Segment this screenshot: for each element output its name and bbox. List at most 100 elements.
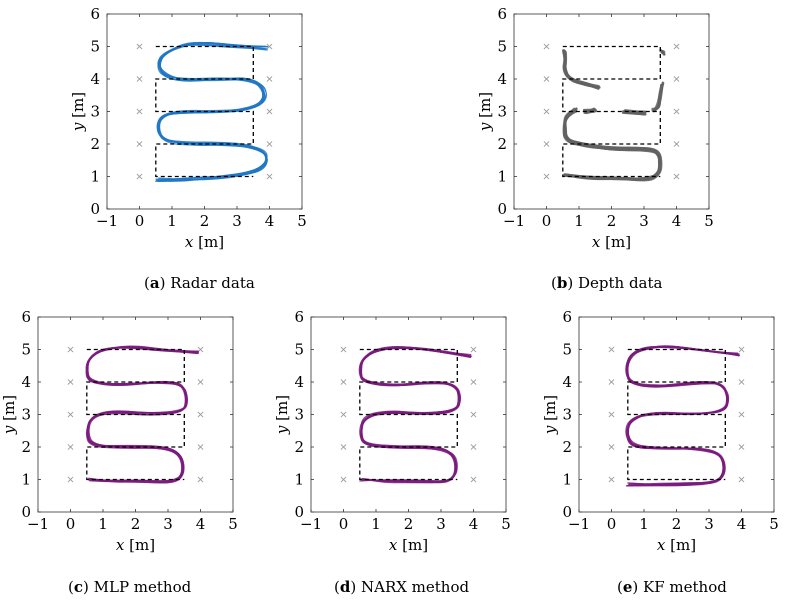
anchor-marker <box>197 411 204 418</box>
anchor-marker <box>470 379 477 385</box>
x-tick-label: 3 <box>232 212 242 230</box>
y-tick-label: 6 <box>562 308 572 326</box>
y-tick-label: 3 <box>497 103 507 121</box>
y-tick-label: 5 <box>294 341 304 359</box>
y-axis-label: y [m] <box>541 395 559 435</box>
x-tick-label: 2 <box>200 212 210 230</box>
x-tick-label: −1 <box>568 515 590 533</box>
caption-d-text: NARX method <box>360 578 470 596</box>
anchor-marker <box>136 43 143 50</box>
anchor-marker <box>67 476 74 483</box>
y-tick-label: 5 <box>21 341 31 359</box>
reference-path <box>155 45 254 178</box>
anchor-marker <box>67 444 74 450</box>
trajectory-line <box>627 346 739 486</box>
y-axis-label: y [m] <box>0 395 18 435</box>
caption-a-letter: a <box>149 274 160 292</box>
anchor-marker <box>470 411 477 418</box>
x-tick-label: 0 <box>66 515 76 533</box>
caption-b: (b) Depth data <box>551 274 663 292</box>
anchor-marker <box>543 141 550 147</box>
y-tick-label: 3 <box>90 103 100 121</box>
x-tick-label: 3 <box>704 515 714 533</box>
anchor-marker <box>136 141 143 147</box>
anchor-marker <box>608 444 615 450</box>
y-tick-label: 2 <box>562 438 572 456</box>
anchor-marker <box>543 43 550 50</box>
anchor-marker <box>673 141 680 147</box>
x-tick-label: 0 <box>607 515 617 533</box>
caption-d-letter: d <box>339 578 351 596</box>
anchor-marker <box>738 476 745 483</box>
x-tick-label: 4 <box>672 212 682 230</box>
anchor-marker <box>197 476 204 483</box>
y-tick-label: 0 <box>294 503 304 521</box>
x-tick-label: 5 <box>501 515 511 533</box>
y-tick-label: 1 <box>562 471 572 489</box>
x-axis-label: x [m] <box>657 536 696 554</box>
caption-e-text: KF method <box>643 578 727 596</box>
trajectory-line <box>86 346 199 482</box>
x-axis-label: x [m] <box>592 233 631 251</box>
x-axis-label: x [m] <box>389 536 428 554</box>
x-tick-label: −1 <box>96 212 118 230</box>
anchor-marker <box>136 108 143 115</box>
y-tick-label: 5 <box>562 341 572 359</box>
x-tick-label: −1 <box>27 515 49 533</box>
caption-a: (a) Radar data <box>144 274 255 292</box>
caption-e: (e) KF method <box>617 578 727 596</box>
reference-path <box>562 45 661 178</box>
y-tick-label: 0 <box>562 503 572 521</box>
y-tick-label: 0 <box>497 200 507 218</box>
y-tick-label: 4 <box>497 70 507 88</box>
y-tick-label: 6 <box>21 308 31 326</box>
x-tick-label: 4 <box>265 212 275 230</box>
x-tick-label: 5 <box>297 212 307 230</box>
y-axis-label: y [m] <box>273 395 291 435</box>
x-tick-label: 1 <box>639 515 649 533</box>
anchor-marker <box>608 379 615 385</box>
y-tick-label: 3 <box>21 406 31 424</box>
caption-b-letter: b <box>556 274 568 292</box>
anchor-marker <box>673 173 680 180</box>
trajectory-line <box>155 42 268 181</box>
x-tick-label: 0 <box>339 515 349 533</box>
y-tick-label: 0 <box>21 503 31 521</box>
anchor-marker <box>738 379 745 385</box>
anchor-marker <box>266 141 273 147</box>
x-tick-label: 4 <box>737 515 747 533</box>
x-axis-label: x [m] <box>116 536 155 554</box>
anchor-marker <box>266 108 273 115</box>
caption-c-letter: c <box>73 578 83 596</box>
anchor-marker <box>136 76 143 82</box>
caption-c: (c) MLP method <box>68 578 192 596</box>
caption-d: (d) NARX method <box>334 578 470 596</box>
x-tick-label: 2 <box>404 515 414 533</box>
anchor-marker <box>608 346 615 353</box>
anchor-marker <box>67 346 74 353</box>
anchor-marker <box>266 173 273 180</box>
caption-a-text: Radar data <box>170 274 255 292</box>
y-tick-label: 4 <box>562 373 572 391</box>
x-tick-label: 4 <box>469 515 479 533</box>
x-tick-label: 3 <box>436 515 446 533</box>
anchor-marker <box>266 43 273 50</box>
y-tick-label: 4 <box>21 373 31 391</box>
caption-c-text: MLP method <box>93 578 192 596</box>
y-tick-label: 2 <box>294 438 304 456</box>
trajectory-line <box>653 84 663 112</box>
x-tick-label: 0 <box>542 212 552 230</box>
y-tick-label: 3 <box>562 406 572 424</box>
anchor-marker <box>738 411 745 418</box>
anchor-marker <box>673 43 680 50</box>
anchor-marker <box>543 108 550 115</box>
x-tick-label: 1 <box>574 212 584 230</box>
caption-e-letter: e <box>622 578 633 596</box>
y-tick-label: 1 <box>21 471 31 489</box>
trajectory-line <box>563 109 663 182</box>
reference-path <box>86 348 185 481</box>
x-tick-label: 2 <box>672 515 682 533</box>
